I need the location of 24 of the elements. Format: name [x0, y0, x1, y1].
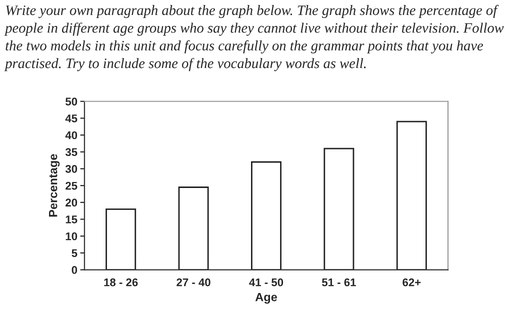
bar [178, 186, 209, 270]
y-tick-label: 15 [66, 216, 78, 224]
y-tick-label: 5 [72, 249, 78, 258]
y-tick-label: 20 [66, 198, 78, 207]
x-tick-label: 41 - 50 [249, 278, 284, 286]
bar [396, 120, 427, 270]
y-axis-title: Percentage [49, 154, 60, 217]
x-tick-label: 18 - 26 [104, 278, 138, 286]
x-tick-label: 27 - 40 [176, 278, 210, 286]
y-tick-label: 45 [65, 114, 78, 122]
y-tick-label: 25 [66, 182, 78, 190]
x-tick-label: 62+ [402, 278, 421, 286]
y-tick-label: 35 [65, 148, 78, 156]
chart-title: Write your own paragraph about the graph below. The graph shows the percentage of people in different age groups who say they cannot live without their television. Follow the two models in this unit and focus carefully on the grammar points that you have practised. Try to include some of the vocabulary words as well. [4, 4, 504, 72]
x-axis-title: Age [255, 293, 277, 304]
bar [324, 148, 354, 270]
x-tick-label: 51 - 61 [322, 278, 356, 286]
y-tick-label: 10 [66, 232, 78, 240]
bar [106, 208, 136, 270]
y-tick-label: 40 [65, 131, 78, 140]
y-tick-label: 50 [66, 98, 78, 106]
y-tick-label: 0 [72, 266, 78, 274]
y-tick-label: 30 [65, 165, 78, 173]
bar [251, 161, 282, 270]
